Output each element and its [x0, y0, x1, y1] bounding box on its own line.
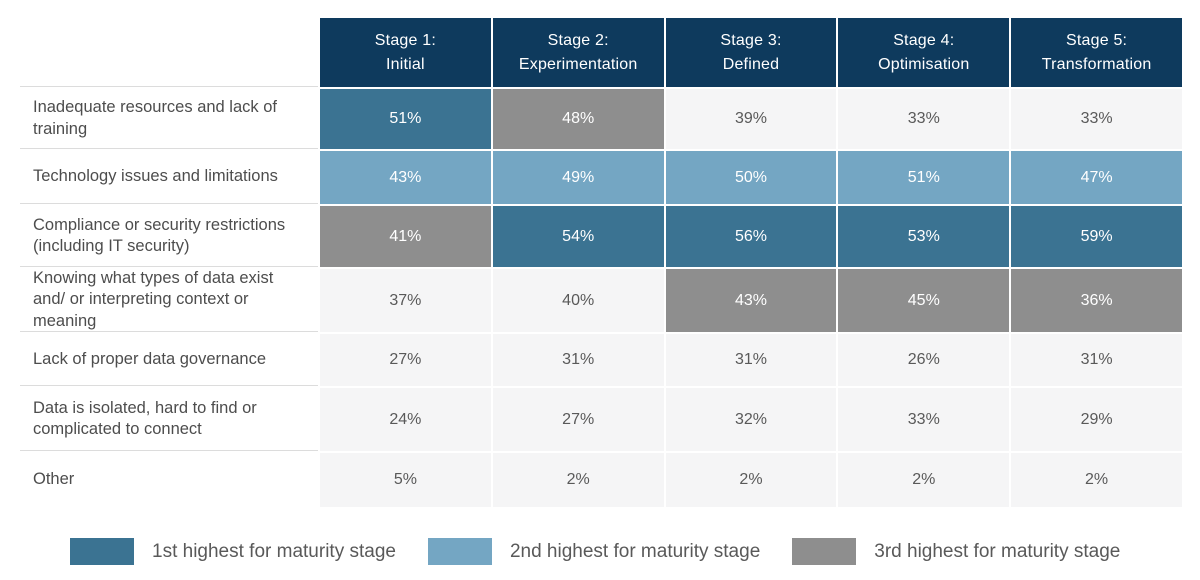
row-label: Inadequate resources and lack of trainin…	[20, 89, 318, 149]
row-label: Technology issues and limitations	[20, 151, 318, 204]
value-cell: 36%	[1011, 269, 1182, 332]
column-header-stage-1: Stage 1: Initial	[320, 18, 491, 87]
legend-swatch-1st-icon	[70, 538, 134, 565]
row-label: Knowing what types of data exist and/ or…	[20, 269, 318, 332]
value-cell: 40%	[492, 269, 664, 332]
legend-label: 1st highest for maturity stage	[152, 540, 396, 562]
value-cell: 2%	[838, 453, 1010, 507]
legend-swatch-2nd-icon	[427, 538, 492, 565]
row-label: Compliance or security restrictions (inc…	[20, 206, 318, 267]
value-cell: 51%	[320, 89, 491, 149]
legend-label: 3rd highest for maturity stage	[874, 540, 1121, 562]
value-cell: 43%	[665, 269, 837, 332]
value-cell: 27%	[320, 334, 491, 386]
value-cell: 50%	[665, 151, 837, 204]
value-cell: 37%	[320, 269, 491, 332]
value-cell: 39%	[665, 89, 837, 149]
value-cell: 54%	[492, 206, 664, 267]
maturity-stage-table: Stage 1: Initial Stage 2: Experimentatio…	[20, 18, 1182, 507]
value-cell: 2%	[665, 453, 837, 507]
value-cell: 31%	[665, 334, 837, 386]
row-label: Data is isolated, hard to find or compli…	[20, 388, 318, 451]
value-cell: 59%	[1011, 206, 1182, 267]
legend-item-1st: 1st highest for maturity stage	[70, 538, 396, 565]
legend: 1st highest for maturity stage 2nd highe…	[70, 538, 1200, 565]
value-cell: 56%	[665, 206, 837, 267]
value-cell: 26%	[838, 334, 1010, 386]
column-header-stage-3: Stage 3: Defined	[665, 18, 837, 87]
value-cell: 49%	[492, 151, 664, 204]
column-header-stage-2: Stage 2: Experimentation	[492, 18, 664, 87]
row-label: Other	[20, 453, 318, 507]
column-header-stage-4: Stage 4: Optimisation	[838, 18, 1010, 87]
legend-item-2nd: 2nd highest for maturity stage	[427, 538, 761, 565]
value-cell: 31%	[492, 334, 664, 386]
value-cell: 32%	[665, 388, 837, 451]
value-cell: 27%	[492, 388, 664, 451]
value-cell: 53%	[838, 206, 1010, 267]
value-cell: 33%	[838, 388, 1010, 451]
value-cell: 51%	[838, 151, 1010, 204]
row-label: Lack of proper data governance	[20, 334, 318, 386]
column-header-stage-5: Stage 5: Transformation	[1011, 18, 1182, 87]
legend-label: 2nd highest for maturity stage	[509, 540, 761, 562]
header-spacer	[20, 18, 318, 87]
value-cell: 45%	[838, 269, 1010, 332]
value-cell: 2%	[492, 453, 664, 507]
legend-swatch-3rd-icon	[792, 538, 857, 565]
legend-item-3rd: 3rd highest for maturity stage	[792, 538, 1120, 565]
value-cell: 41%	[320, 206, 491, 267]
value-cell: 5%	[320, 453, 491, 507]
value-cell: 48%	[492, 89, 664, 149]
value-cell: 31%	[1011, 334, 1182, 386]
value-cell: 24%	[320, 388, 491, 451]
value-cell: 29%	[1011, 388, 1182, 451]
value-cell: 33%	[1011, 89, 1182, 149]
value-cell: 47%	[1011, 151, 1182, 204]
value-cell: 43%	[320, 151, 491, 204]
value-cell: 2%	[1011, 453, 1182, 507]
value-cell: 33%	[838, 89, 1010, 149]
